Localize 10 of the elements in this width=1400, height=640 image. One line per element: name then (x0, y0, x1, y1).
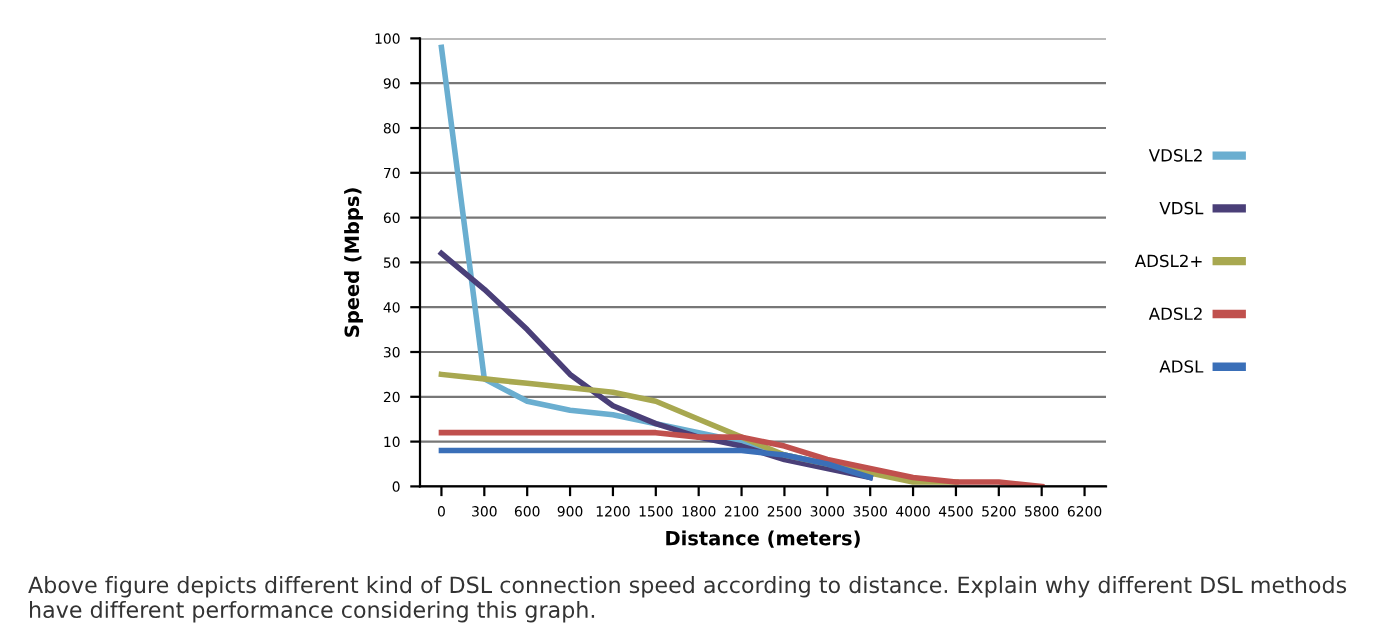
legend-label: VDSL2 (1148, 149, 1202, 162)
legend-label: ADSL (1159, 360, 1204, 373)
text: Above figure depicts different kind of DSL connection speed according to distance. Explain why different DSL methods have different performance considering this graph. (28, 576, 1347, 623)
line-series (438, 447, 873, 481)
x-axis-title: Distance (meters) (666, 530, 860, 548)
line-series (438, 429, 1045, 487)
y-axis-title: Speed (Mbps) (344, 188, 363, 337)
legend-label: ADSL2+ (1134, 254, 1202, 268)
legend-label: ADSL2 (1148, 307, 1202, 321)
legend-label: VDSL (1159, 201, 1204, 215)
